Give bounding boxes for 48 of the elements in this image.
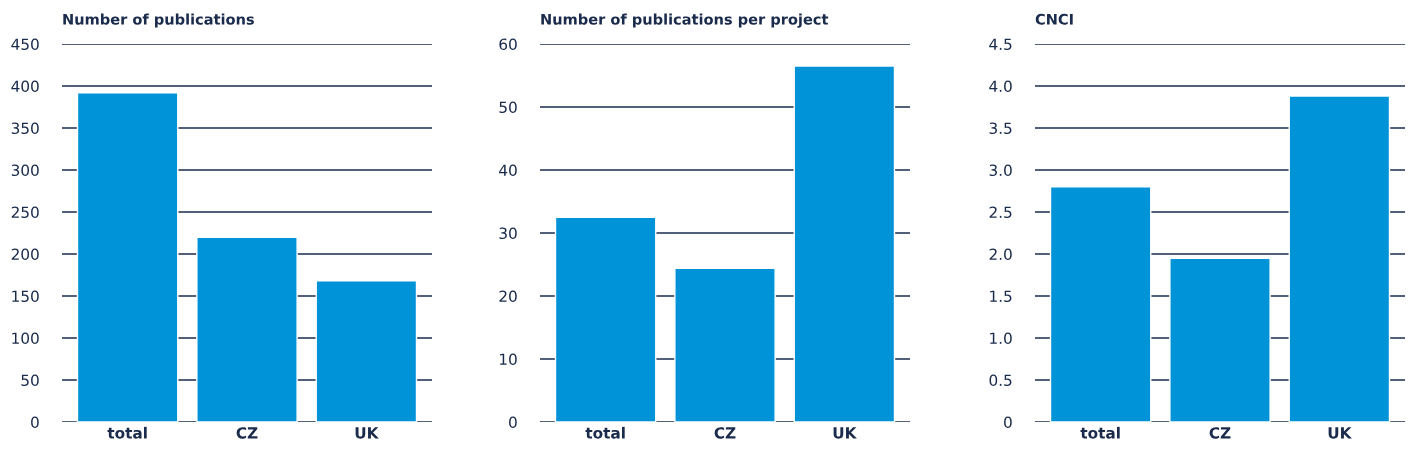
chart-title: Number of publications [63, 13, 254, 28]
bar [554, 216, 657, 422]
y-tick-label: 4.0 [989, 80, 1012, 93]
bar [1288, 95, 1391, 422]
x-tick-label: CZ [1209, 427, 1231, 439]
y-tick-label: 10 [500, 353, 517, 366]
y-tick-label: 1.5 [990, 290, 1012, 303]
x-tick-label: UK [355, 427, 379, 439]
y-tick-label: 2.5 [989, 206, 1012, 219]
bar [76, 92, 179, 422]
bar [674, 267, 776, 422]
x-tick-label: total [1080, 426, 1120, 439]
x-tick-label: UK [1328, 427, 1352, 439]
y-tick-label: 350 [11, 122, 39, 135]
y-tick-label: 3.5 [989, 122, 1012, 135]
bar [315, 280, 418, 422]
y-tick-label: 0 [31, 416, 39, 429]
bar [196, 236, 298, 422]
y-tick-label: 1.0 [990, 332, 1012, 345]
y-tick-label: 60 [499, 38, 517, 51]
bar [1169, 257, 1271, 422]
y-tick-label: 40 [499, 164, 517, 177]
bar [1049, 186, 1152, 422]
y-tick-label: 50 [499, 101, 517, 114]
y-tick-label: 50 [21, 374, 39, 387]
x-tick-label: CZ [236, 427, 258, 439]
y-tick-label: 20 [499, 290, 517, 303]
x-tick-label: total [107, 426, 147, 439]
y-tick-label: 3.0 [989, 164, 1012, 177]
x-tick-label: UK [833, 427, 857, 439]
x-tick-label: total [585, 426, 625, 439]
y-tick-label: 400 [11, 80, 39, 93]
y-tick-label: 30 [499, 227, 517, 240]
y-tick-label: 0 [509, 416, 517, 429]
y-tick-label: 100 [12, 332, 39, 345]
bar [793, 65, 896, 422]
y-tick-label: 300 [11, 164, 39, 177]
y-tick-label: 450 [11, 38, 39, 51]
y-tick-label: 0 [1004, 416, 1012, 429]
y-tick-label: 200 [11, 248, 39, 261]
x-tick-label: CZ [714, 427, 736, 439]
y-tick-label: 0.5 [989, 374, 1012, 387]
y-tick-label: 2.0 [989, 248, 1012, 261]
chart-title: Number of publications per project [541, 13, 829, 28]
chart-title: CNCI [1035, 13, 1073, 25]
y-tick-label: 4.5 [989, 38, 1012, 51]
y-tick-label: 150 [12, 290, 39, 303]
y-tick-label: 250 [11, 206, 39, 219]
